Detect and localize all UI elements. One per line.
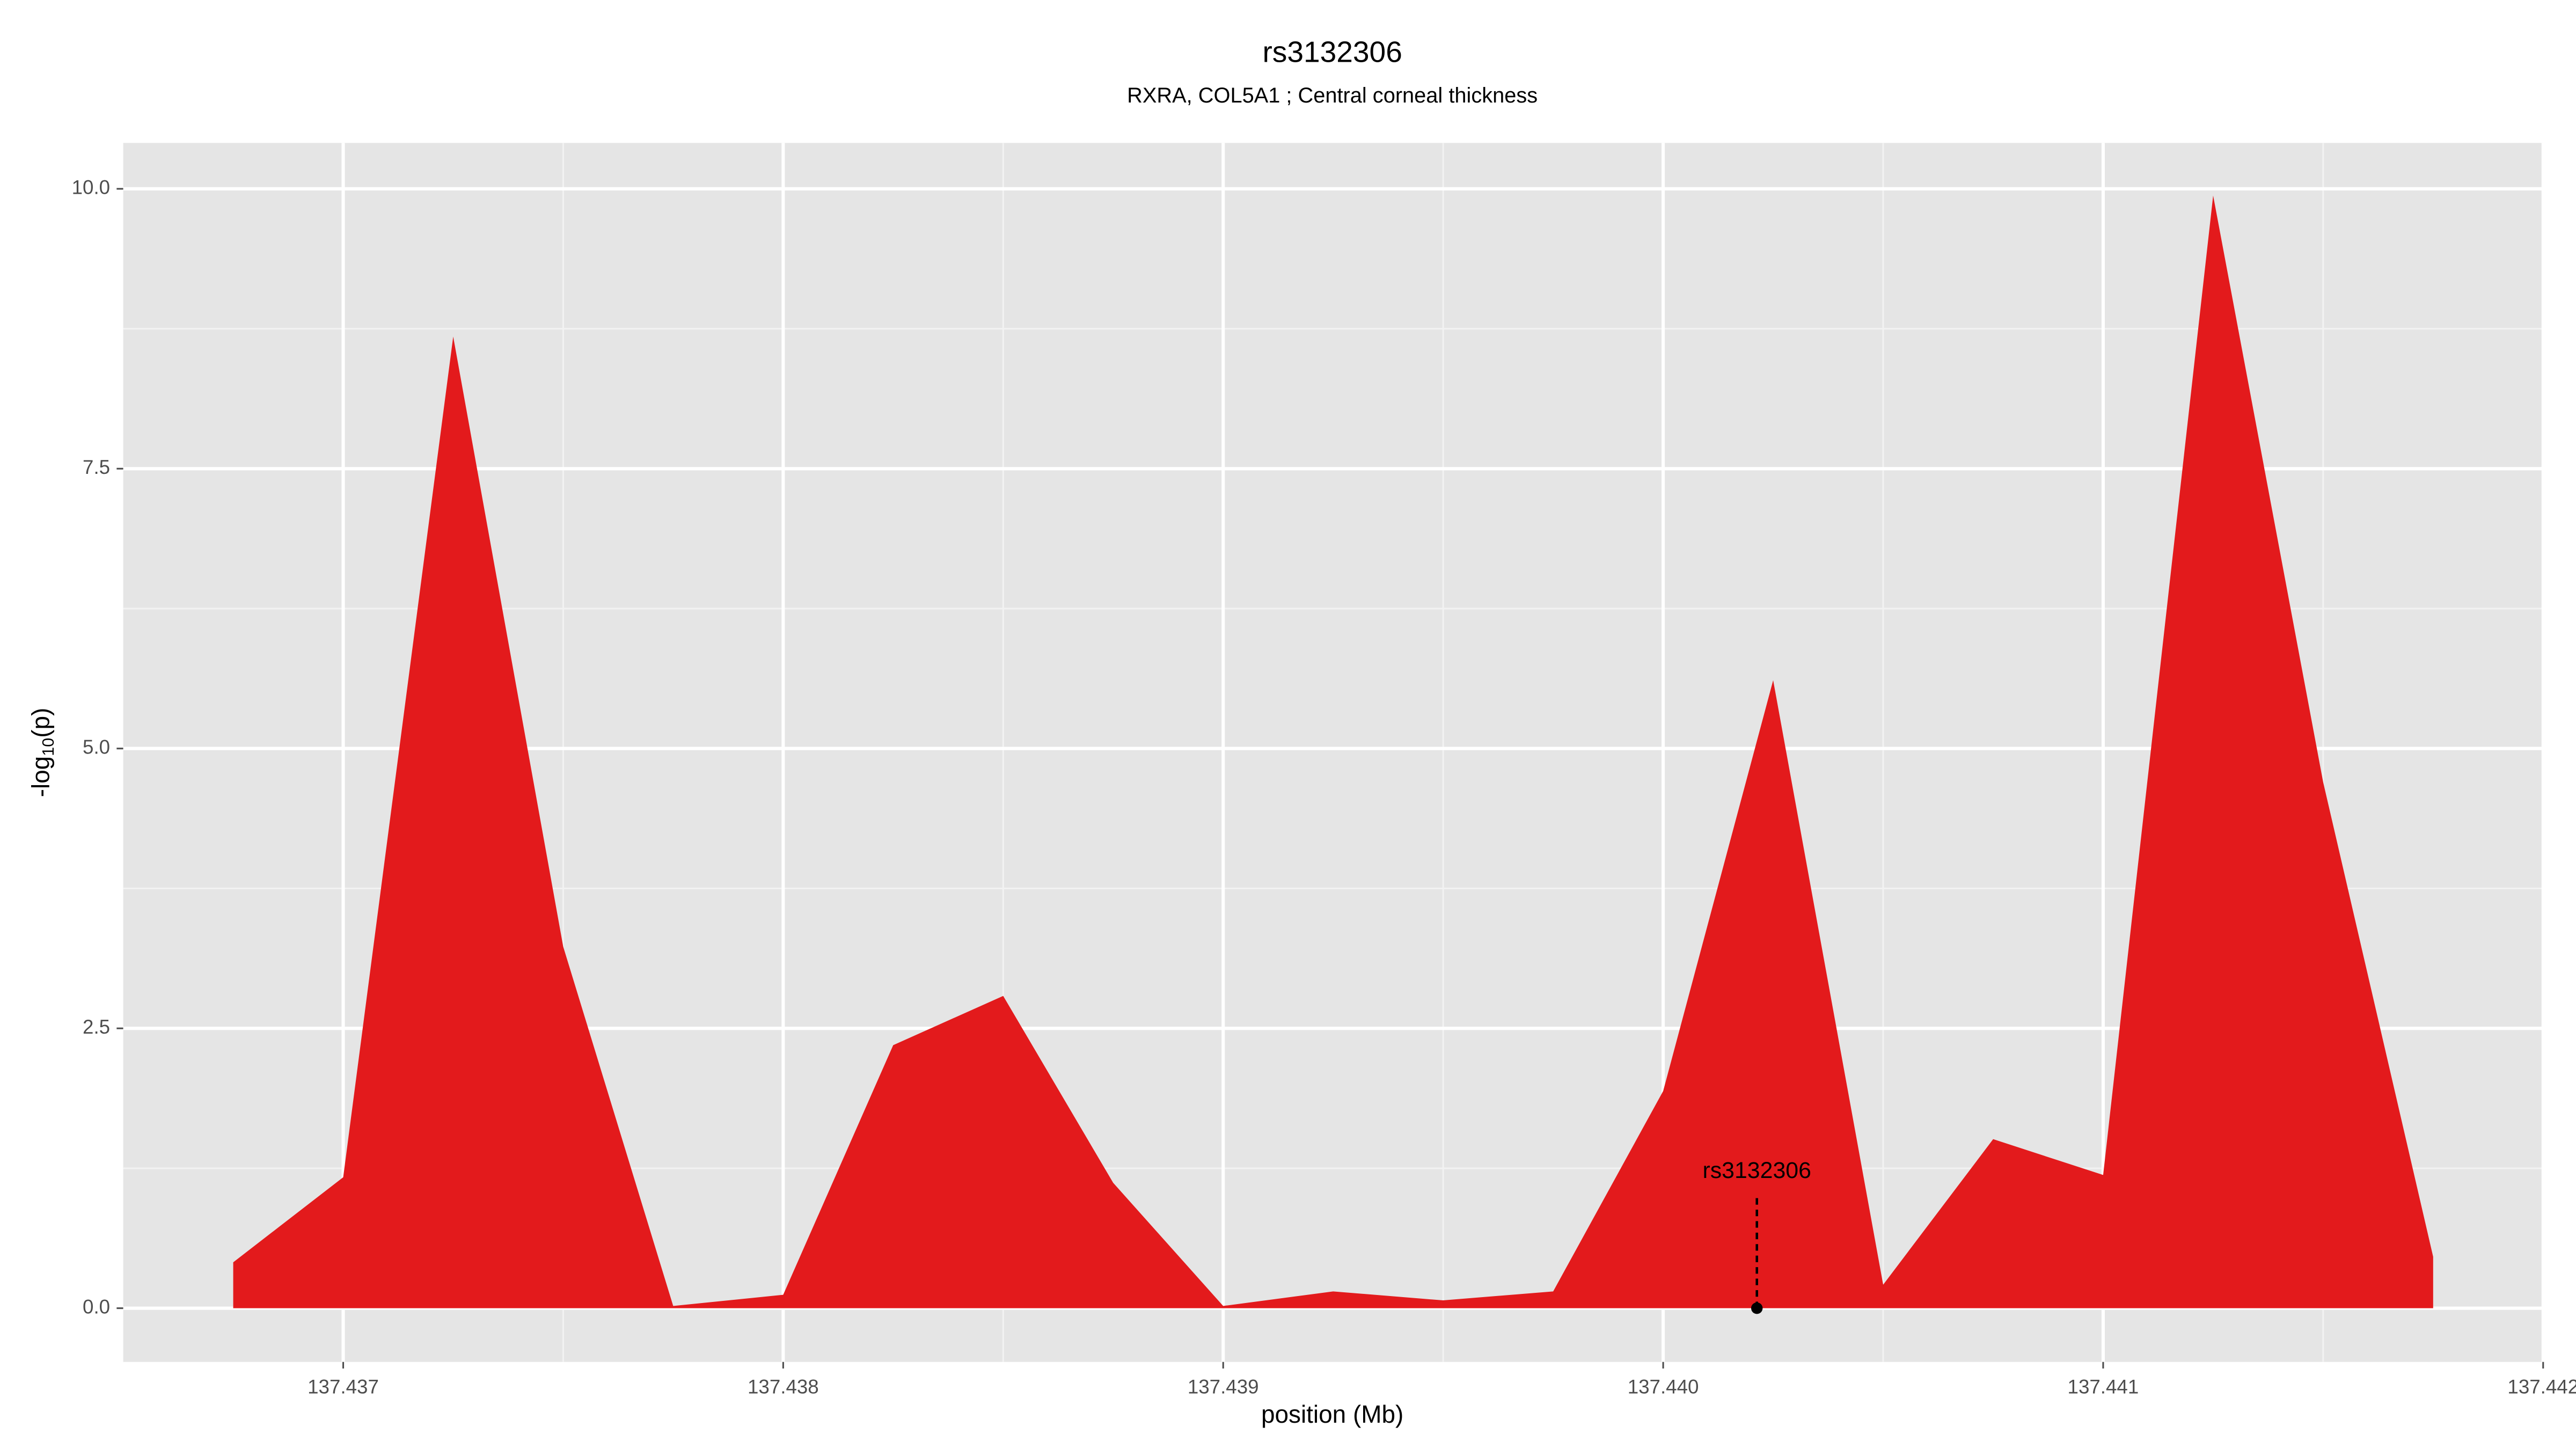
x-tick-label: 137.441	[2068, 1375, 2139, 1397]
x-tick-label: 137.442	[2507, 1375, 2576, 1397]
x-tick-label: 137.440	[1628, 1375, 1699, 1397]
y-tick-label: 10.0	[72, 177, 110, 199]
y-axis-title-main: -log	[27, 756, 55, 797]
annotation-point	[1751, 1302, 1763, 1314]
chart-subtitle: RXRA, COL5A1 ; Central corneal thickness	[1127, 84, 1538, 107]
y-tick-label: 5.0	[83, 736, 110, 758]
x-tick-label: 137.439	[1188, 1375, 1259, 1397]
y-tick-label: 0.0	[83, 1296, 110, 1318]
annotation-label: rs3132306	[1702, 1158, 1811, 1183]
area	[233, 195, 2433, 1308]
y-tick-label: 7.5	[83, 456, 110, 478]
x-axis-title: position (Mb)	[1261, 1400, 1403, 1428]
y-axis-title: -log10(p)	[27, 708, 57, 797]
x-tick-label: 137.438	[748, 1375, 819, 1397]
y-tick-label: 2.5	[83, 1016, 110, 1038]
y-axis-title-sub: 10	[39, 738, 57, 756]
x-tick-label: 137.437	[308, 1375, 379, 1397]
chart-title: rs3132306	[1262, 35, 1402, 69]
y-axis-title-end: (p)	[27, 708, 55, 738]
